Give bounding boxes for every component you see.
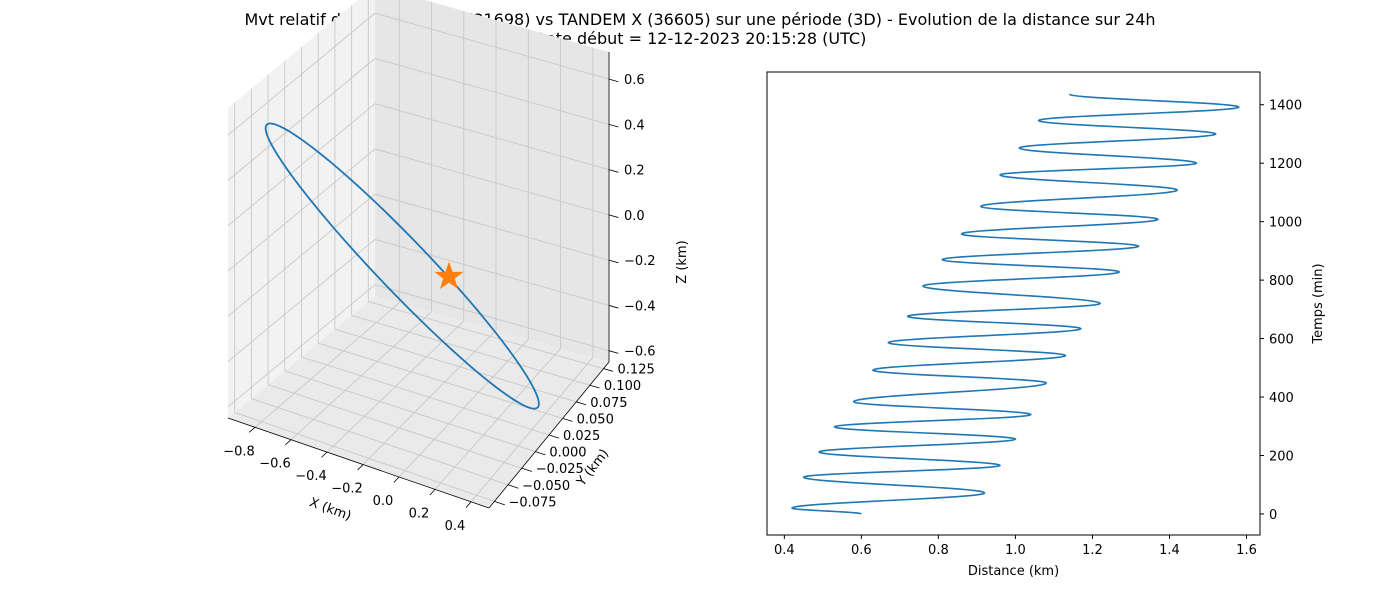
- y-tick-label: 0.125: [618, 363, 655, 378]
- grid-line: [301, 356, 550, 436]
- x-tick-label: −0.6: [259, 457, 291, 472]
- y-tick: [562, 418, 573, 422]
- grid-line: [227, 12, 376, 136]
- x-tick: [321, 451, 328, 458]
- floor-pane: [228, 296, 609, 508]
- grid-line: [374, 57, 610, 125]
- x-tick-label: 0.4: [774, 543, 795, 558]
- x-tick-label: 0.2: [409, 506, 430, 521]
- grid-line: [334, 328, 577, 403]
- left-3d-axes: −0.8 −0.6 −0.4 −0.2 0.0 0.2 0.4 −0.075−0.050 −0.…: [223, 0, 690, 534]
- y-tick-label: 0.000: [549, 446, 586, 461]
- z-tick-label: 0.6: [624, 73, 645, 88]
- x-tick-label: 0.6: [851, 543, 872, 558]
- y-tick-label: 0.025: [563, 429, 600, 444]
- grid-line: [374, 148, 610, 216]
- x-tick-label: 1.0: [1005, 543, 1026, 558]
- z-axis-label: Z (km): [675, 240, 690, 283]
- z-tick: [608, 214, 619, 218]
- distance-series-line: [791, 93, 1240, 515]
- y-tick: [603, 368, 614, 372]
- grid-line: [251, 398, 509, 486]
- z-tick: [608, 169, 619, 173]
- grid-line: [234, 412, 495, 502]
- grid-line: [227, 103, 376, 227]
- y-tick-label: 1200: [1269, 157, 1302, 172]
- x-tick-label: 1.2: [1082, 543, 1103, 558]
- right-distance-axes: 0.4 0.6 0.8 1.0 1.2 1.4 1.6 0 200 400 600 800 1000 12…: [766, 71, 1326, 579]
- x-tick-label: 0.4: [445, 519, 466, 534]
- y-tick: [548, 434, 560, 439]
- x-tick: [393, 476, 400, 483]
- z-tick-label: −0.2: [624, 254, 656, 269]
- z-tick: [608, 78, 619, 83]
- z-tick-label: 0.0: [624, 209, 645, 224]
- x-tick: [248, 427, 256, 433]
- grid-line: [284, 370, 536, 453]
- x-tick-label: 0.0: [373, 494, 394, 509]
- grid-line: [374, 238, 610, 306]
- y-tick-label: 400: [1269, 391, 1294, 406]
- grid-line: [267, 384, 522, 469]
- z-tick-label: −0.6: [624, 345, 656, 360]
- x-axis-label: X (km): [307, 495, 353, 524]
- y-tick-label: 600: [1269, 333, 1294, 348]
- back-wall-pane: [375, 0, 609, 362]
- y-tick: [535, 451, 546, 456]
- y-tick-label: 200: [1269, 449, 1294, 464]
- y-tick: [494, 500, 505, 506]
- grid-line: [227, 58, 376, 181]
- y-tick-label: 800: [1269, 274, 1294, 289]
- x-tick: [465, 501, 472, 508]
- z-tick-label: −0.4: [624, 299, 656, 314]
- x-tick: [429, 489, 436, 496]
- trajectory-line: [264, 122, 540, 410]
- y-tick-label: −0.050: [522, 479, 570, 494]
- z-tick: [608, 350, 619, 354]
- x-axis-label: Distance (km): [968, 564, 1059, 579]
- y-tick-label: 1000: [1269, 216, 1302, 231]
- chart-title-line2: Date début = 12-12-2023 20:15:28 (UTC): [534, 29, 867, 48]
- x-tick-label: −0.8: [223, 444, 255, 459]
- grid-line: [318, 342, 563, 419]
- y-axis-label: Temps (min): [1311, 263, 1326, 344]
- y-tick: [507, 484, 519, 489]
- z-tick: [608, 124, 619, 128]
- origin-star-marker: [434, 261, 464, 289]
- grid-line: [368, 301, 604, 370]
- y-tick-label: 0.100: [604, 379, 641, 394]
- x-tick-label: 1.4: [1159, 543, 1180, 558]
- y-tick: [589, 384, 600, 389]
- x-tick: [285, 439, 292, 446]
- z-tick-label: 0.4: [624, 118, 645, 133]
- y-tick-label: 0.050: [577, 412, 614, 427]
- y-tick-label: −0.025: [536, 462, 584, 477]
- grid-line: [374, 193, 610, 261]
- plot-frame: [766, 71, 1261, 536]
- grid-line: [227, 239, 376, 362]
- grid-line: [227, 148, 376, 272]
- x-axis-line: [227, 417, 490, 509]
- y-tick-label: 1400: [1269, 99, 1302, 114]
- y-tick: [576, 401, 587, 406]
- y-tick: [521, 467, 532, 472]
- x-tick-label: −0.4: [295, 469, 327, 484]
- y-tick-label: 0: [1269, 508, 1277, 523]
- y-tick-label: 0.075: [590, 396, 627, 411]
- z-tick: [608, 259, 619, 264]
- z-tick: [608, 305, 619, 309]
- x-tick: [357, 464, 364, 471]
- z-tick-label: 0.2: [624, 164, 645, 179]
- grid-line: [351, 314, 591, 386]
- x-tick-label: −0.2: [331, 482, 363, 497]
- grid-line: [374, 284, 610, 352]
- y-tick-label: −0.075: [508, 495, 556, 510]
- x-tick-label: 0.8: [928, 543, 949, 558]
- x-tick-label: 1.6: [1236, 543, 1257, 558]
- grid-line: [374, 103, 610, 171]
- grid-line: [374, 12, 610, 80]
- grid-line: [227, 284, 376, 408]
- grid-line: [227, 193, 376, 317]
